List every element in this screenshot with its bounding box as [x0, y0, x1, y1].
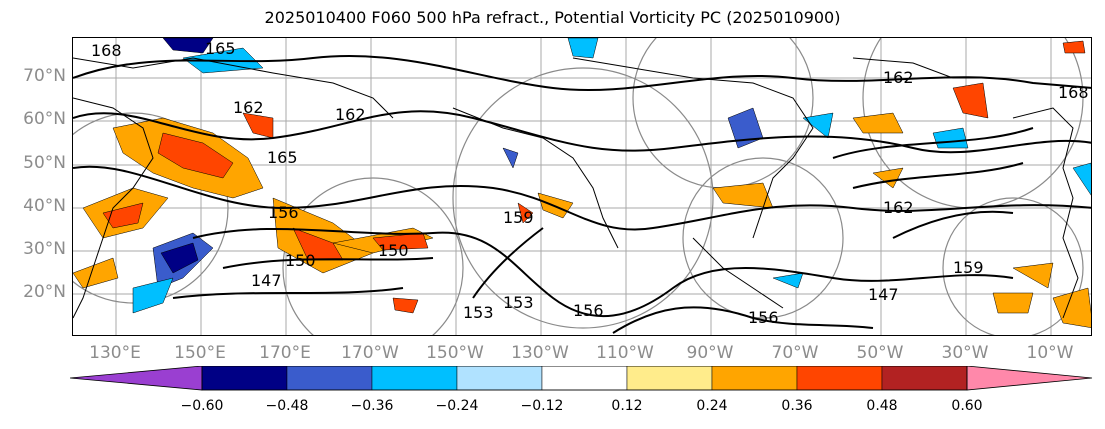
contour-label: 159 — [503, 208, 534, 227]
lon-label-150w: 150°W — [426, 343, 484, 363]
lon-label-10w: 10°W — [1026, 343, 1074, 363]
lat-label-60n: 60°N — [23, 109, 66, 129]
colorbar-tick: −0.60 — [180, 398, 224, 414]
lat-label-70n: 70°N — [23, 66, 66, 86]
contour-label: 168 — [1058, 83, 1089, 102]
colorbar-tick: 0.12 — [611, 398, 643, 414]
map-title: 2025010400 F060 500 hPa refract., Potent… — [264, 8, 841, 27]
colorbar-swatch — [796, 366, 883, 391]
colorbar-swatch — [371, 366, 458, 391]
coastlines — [73, 57, 1079, 319]
lat-label-30n: 30°N — [23, 239, 66, 259]
colorbar-tick: −0.48 — [265, 398, 309, 414]
contour-label: 153 — [463, 303, 494, 322]
lon-label-170w: 170°W — [341, 343, 399, 363]
colorbar-swatch — [286, 366, 373, 391]
colorbar-extend-low — [70, 366, 203, 391]
colorbar-tick: 0.24 — [696, 398, 728, 414]
contour-label: 165 — [205, 39, 236, 58]
lon-label-70w: 70°W — [771, 343, 819, 363]
colorbar-tick: 0.60 — [951, 398, 983, 414]
colorbar-swatch — [456, 366, 543, 391]
lon-label-170e: 170°E — [259, 343, 311, 363]
lon-label-130w: 130°W — [511, 343, 569, 363]
contour-label: 162 — [883, 198, 914, 217]
colorbar-swatch — [541, 366, 628, 391]
contour-label: 147 — [868, 285, 899, 304]
colorbar-tick: −0.36 — [350, 398, 394, 414]
contour-label: 153 — [503, 293, 534, 312]
colorbar — [70, 366, 1093, 391]
height-contours — [73, 55, 1091, 334]
lat-label-20n: 20°N — [23, 282, 66, 302]
lon-label-30w: 30°W — [941, 343, 989, 363]
contour-label: 162 — [335, 105, 366, 124]
contour-label: 147 — [251, 271, 282, 290]
map-panel: 168 165 162 162 165 156 150 150 147 159 … — [72, 37, 1092, 336]
contour-label: 159 — [953, 258, 984, 277]
colorbar-tick: 0.48 — [866, 398, 898, 414]
colorbar-outline — [201, 366, 968, 391]
map-canvas: 168 165 162 162 165 156 150 150 147 159 … — [73, 38, 1091, 335]
contour-label: 156 — [573, 301, 604, 320]
contour-label-group: 168 165 162 162 165 156 150 150 147 159 … — [91, 39, 1089, 327]
contour-label: 162 — [883, 68, 914, 87]
lat-label-50n: 50°N — [23, 153, 66, 173]
lon-label-90w: 90°W — [686, 343, 734, 363]
colorbar-swatch — [626, 366, 713, 391]
contour-label: 150 — [378, 241, 409, 260]
contour-label: 156 — [268, 203, 299, 222]
colorbar-tick: −0.24 — [435, 398, 479, 414]
lon-label-50w: 50°W — [856, 343, 904, 363]
pv-shading — [73, 38, 1091, 328]
lon-label-110w: 110°W — [596, 343, 654, 363]
contour-label: 165 — [267, 148, 298, 167]
colorbar-swatch — [881, 366, 968, 391]
colorbar-tick: 0.36 — [781, 398, 813, 414]
contour-label: 168 — [91, 41, 122, 60]
colorbar-tick: −0.12 — [520, 398, 564, 414]
contour-label: 162 — [233, 98, 264, 117]
colorbar-swatch — [711, 366, 798, 391]
lon-label-150e: 150°E — [174, 343, 226, 363]
contour-label: 156 — [748, 308, 779, 327]
colorbar-swatch — [201, 366, 288, 391]
contour-label: 150 — [285, 251, 316, 270]
colorbar-extend-high — [966, 366, 1093, 391]
lat-label-40n: 40°N — [23, 196, 66, 216]
lon-label-130e: 130°E — [89, 343, 141, 363]
